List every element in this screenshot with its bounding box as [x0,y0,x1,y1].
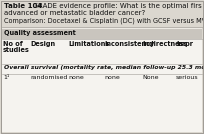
Text: Indirectness: Indirectness [142,41,187,47]
Text: studies: studies [3,47,30,53]
Bar [2,1,202,31]
Text: Overall survival (mortality rate, median follow-up 25.3 months, ra: Overall survival (mortality rate, median… [4,64,204,70]
Bar [2,39,202,64]
Text: 1¹: 1¹ [3,75,9,80]
Bar [2,27,202,132]
Text: Comparison: Docetaxel & Cisplatin (DC) with GCSF versus MVAC v: Comparison: Docetaxel & Cisplatin (DC) w… [4,18,204,25]
Text: Impr: Impr [176,41,193,47]
Text: serious: serious [176,75,199,80]
Text: None: None [142,75,159,80]
Text: GRADE evidence profile: What is the optimal firs: GRADE evidence profile: What is the opti… [26,3,202,9]
Text: No of: No of [3,41,23,47]
Text: Quality assessment: Quality assessment [4,29,76,36]
Text: randomised: randomised [30,75,67,80]
Text: Inconsistency: Inconsistency [104,41,154,47]
Text: none: none [68,75,84,80]
Bar [2,74,202,132]
Text: Design: Design [30,41,55,47]
Text: Limitations: Limitations [68,41,109,47]
Bar [2,29,202,39]
Text: Table 104: Table 104 [4,3,42,9]
Text: none: none [104,75,120,80]
Text: advanced or metastatic bladder cancer?: advanced or metastatic bladder cancer? [4,10,145,16]
Bar [2,64,202,74]
